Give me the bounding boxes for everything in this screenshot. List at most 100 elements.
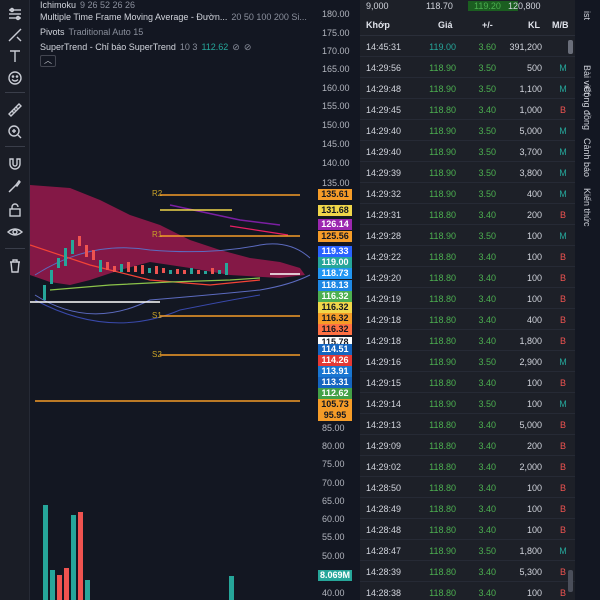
ruler-icon[interactable] (4, 100, 26, 120)
table-row[interactable]: 14:29:40 118.90 3.50 3,700 M (360, 141, 575, 162)
cell-time: 14:29:14 (366, 399, 402, 409)
volume-tag: 8.069M (318, 570, 352, 581)
trend-line-icon[interactable] (4, 25, 26, 45)
brush-icon[interactable] (4, 176, 26, 196)
header-volume[interactable]: KL (528, 20, 540, 30)
cell-change: 3.40 (478, 525, 496, 535)
table-row[interactable]: 14:28:38 118.80 3.40 100 B (360, 582, 575, 600)
legend-ichimoku[interactable]: Ichimoku 9 26 52 26 26 (40, 0, 135, 10)
summary-volume: 9,000 (366, 1, 389, 11)
table-row[interactable]: 14:29:14 118.90 3.50 100 M (360, 393, 575, 414)
axis-tick-label: 155.00 (322, 101, 350, 111)
tab-posts[interactable]: Bài viết (578, 60, 596, 100)
table-row[interactable]: 14:29:20 118.80 3.40 100 B (360, 267, 575, 288)
cell-price: 118.80 (429, 525, 456, 535)
cell-price: 118.80 (429, 273, 456, 283)
table-row[interactable]: 14:28:48 118.80 3.40 100 B (360, 519, 575, 540)
table-row[interactable]: 14:29:56 118.90 3.50 500 M (360, 57, 575, 78)
legend-pivots[interactable]: Pivots Traditional Auto 15 (40, 27, 143, 37)
hidden-eye-icon[interactable]: ⊘ (232, 43, 240, 53)
legend-title: Multiple Time Frame Moving Average - Đườ… (40, 12, 228, 22)
header-change[interactable]: +/- (482, 20, 493, 30)
cell-price: 118.90 (429, 399, 456, 409)
tab-community[interactable]: Cộng đồng (578, 78, 596, 138)
cell-volume: 100 (526, 273, 542, 283)
table-row[interactable]: 14:29:19 118.80 3.40 100 B (360, 288, 575, 309)
unlock-icon[interactable] (4, 200, 26, 220)
trash-icon[interactable] (4, 256, 26, 276)
cell-volume: 200 (526, 210, 542, 220)
table-row[interactable]: 14:29:39 118.90 3.50 3,800 M (360, 162, 575, 183)
candle (162, 268, 165, 273)
eye-icon[interactable] (4, 222, 26, 242)
zoom-in-icon[interactable] (4, 122, 26, 142)
volume-bar (78, 512, 83, 600)
table-row[interactable]: 14:29:32 118.90 3.50 400 M (360, 183, 575, 204)
price-tag: 114.51 (318, 344, 352, 355)
table-row[interactable]: 14:29:09 118.80 3.40 200 B (360, 435, 575, 456)
cell-price: 118.80 (429, 105, 456, 115)
cell-time: 14:29:40 (366, 147, 402, 157)
collapse-legend-button[interactable]: ︿ (40, 55, 56, 67)
table-row[interactable]: 14:28:47 118.90 3.50 1,800 M (360, 540, 575, 561)
cell-time: 14:29:56 (366, 63, 402, 73)
cell-price: 119.00 (429, 42, 456, 52)
cell-side: B (559, 483, 566, 493)
cell-price: 118.90 (429, 357, 456, 367)
table-row[interactable]: 14:29:28 118.90 3.50 100 M (360, 225, 575, 246)
tab-alerts[interactable]: Cảnh báo (578, 130, 596, 185)
cell-change: 3.60 (478, 42, 496, 52)
table-row[interactable]: 14:29:18 118.80 3.40 1,800 B (360, 330, 575, 351)
cell-side: B (559, 210, 566, 220)
price-tag: 116.32 (318, 324, 352, 335)
legend-mtf-ma[interactable]: Multiple Time Frame Moving Average - Đườ… (40, 12, 307, 22)
table-row[interactable]: 14:28:49 118.80 3.40 100 B (360, 498, 575, 519)
hidden-eye-icon[interactable]: ⊘ (243, 43, 252, 53)
cell-change: 3.50 (478, 546, 496, 556)
axis-tick-label: 170.00 (322, 46, 350, 56)
scrollbar-thumb-bottom[interactable] (568, 570, 573, 592)
cell-time: 14:29:18 (366, 336, 402, 346)
table-row[interactable]: 14:28:50 118.80 3.40 100 B (360, 477, 575, 498)
table-row[interactable]: 14:29:22 118.80 3.40 100 B (360, 246, 575, 267)
table-row[interactable]: 14:29:18 118.80 3.40 400 B (360, 309, 575, 330)
table-row[interactable]: 14:29:45 118.80 3.40 1,000 B (360, 99, 575, 120)
table-row[interactable]: 14:29:16 118.90 3.50 2,900 M (360, 351, 575, 372)
cell-time: 14:29:31 (366, 210, 402, 220)
axis-tick-label: 145.00 (322, 139, 350, 149)
table-row[interactable]: 14:29:31 118.80 3.40 200 B (360, 204, 575, 225)
toolbar-divider (5, 248, 25, 249)
chart-plot-area[interactable] (30, 0, 360, 600)
candle (99, 260, 102, 272)
cell-change: 3.40 (478, 588, 496, 598)
price-chart[interactable]: Ichimoku 9 26 52 26 26 Multiple Time Fram… (30, 0, 360, 600)
cell-side: B (559, 336, 566, 346)
candle (134, 266, 137, 272)
crosshair-icon[interactable] (4, 4, 26, 24)
table-row[interactable]: 14:29:15 118.80 3.40 100 B (360, 372, 575, 393)
legend-supertrend[interactable]: SuperTrend - Chỉ báo SuperTrend 10 3 112.6… (40, 42, 251, 53)
text-icon[interactable] (4, 46, 26, 66)
axis-tick-label: 40.00 (322, 588, 345, 598)
cell-price: 118.80 (429, 315, 456, 325)
candle (92, 250, 95, 260)
cell-time: 14:29:16 (366, 357, 402, 367)
axis-tick-label: 80.00 (322, 441, 345, 451)
table-row[interactable]: 14:29:40 118.90 3.50 5,000 M (360, 120, 575, 141)
table-row[interactable]: 14:29:02 118.80 3.40 2,000 B (360, 456, 575, 477)
table-row[interactable]: 14:45:31 119.00 3.60 391,200 (360, 36, 575, 57)
tab-knowledge[interactable]: Kiến thức (578, 180, 596, 235)
header-price[interactable]: Giá (438, 20, 453, 30)
table-row[interactable]: 14:29:48 118.90 3.50 1,100 M (360, 78, 575, 99)
scrollbar-thumb[interactable] (568, 40, 573, 54)
magnet-icon[interactable] (4, 154, 26, 174)
emoji-icon[interactable] (4, 68, 26, 88)
tab-list[interactable]: ist (578, 0, 596, 30)
table-row[interactable]: 14:29:13 118.80 3.40 5,000 B (360, 414, 575, 435)
table-row[interactable]: 14:28:39 118.80 3.40 5,300 B (360, 561, 575, 582)
header-time[interactable]: Khớp (366, 20, 390, 30)
price-tag: 115.78 (318, 337, 352, 348)
header-side[interactable]: M/B (552, 20, 569, 30)
cell-change: 3.50 (478, 126, 496, 136)
cell-change: 3.50 (478, 84, 496, 94)
